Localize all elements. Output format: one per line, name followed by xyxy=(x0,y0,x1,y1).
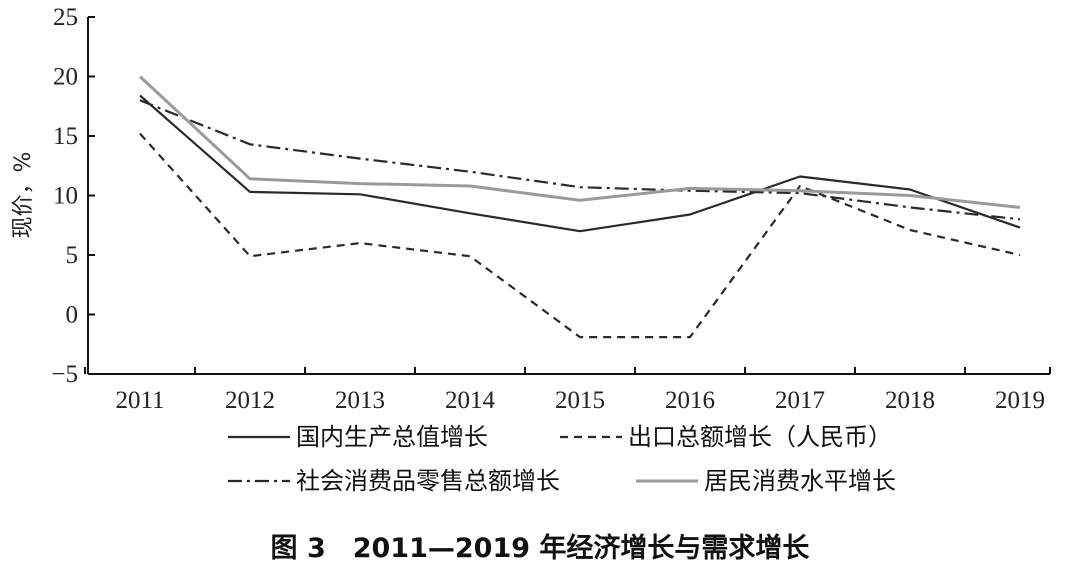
y-tick-label: −5 xyxy=(51,361,78,388)
series-layer xyxy=(138,75,1021,339)
axes: −5 0 5 10 15 20 25 2011 2012 2013 2014 2015 2016 2017… xyxy=(51,4,1051,414)
x-tick-label: 2017 xyxy=(775,387,825,414)
y-tick-label: 5 xyxy=(66,242,79,269)
y-tick-label: 20 xyxy=(53,64,78,91)
y-tick-label: 0 xyxy=(66,302,79,329)
y-axis-title: 现价，% xyxy=(11,152,36,239)
x-tick-label: 2015 xyxy=(555,387,605,414)
legend-label-1: 国内生产总值增长 xyxy=(296,423,488,451)
series-line-4 xyxy=(138,75,1021,209)
series-line-2 xyxy=(139,132,1021,339)
legend: 国内生产总值增长 出口总额增长（人民币） 社会消费品零售总额增长 居民消费水平增长 xyxy=(228,423,896,495)
legend-label-4: 居民消费水平增长 xyxy=(704,467,896,495)
series-line-1 xyxy=(139,94,1021,233)
x-tick-label: 2011 xyxy=(115,387,164,414)
y-tick-label: 25 xyxy=(53,4,78,31)
x-tick-label: 2012 xyxy=(225,387,275,414)
figure-caption: 图 3 2011—2019 年经济增长与需求增长 xyxy=(270,533,810,564)
x-tick-label: 2016 xyxy=(665,387,715,414)
x-tick-label: 2013 xyxy=(335,387,385,414)
legend-label-3: 社会消费品零售总额增长 xyxy=(296,467,560,495)
legend-label-2: 出口总额增长（人民币） xyxy=(628,423,892,451)
x-tick-label: 2019 xyxy=(995,387,1045,414)
line-chart: −5 0 5 10 15 20 25 2011 2012 2013 2014 2015 2016 2017… xyxy=(11,4,1051,495)
y-tick-label: 10 xyxy=(53,183,78,210)
x-tick-label: 2018 xyxy=(885,387,935,414)
series-line-3 xyxy=(139,99,1021,221)
y-tick-label: 15 xyxy=(53,123,78,150)
x-tick-label: 2014 xyxy=(445,387,496,414)
